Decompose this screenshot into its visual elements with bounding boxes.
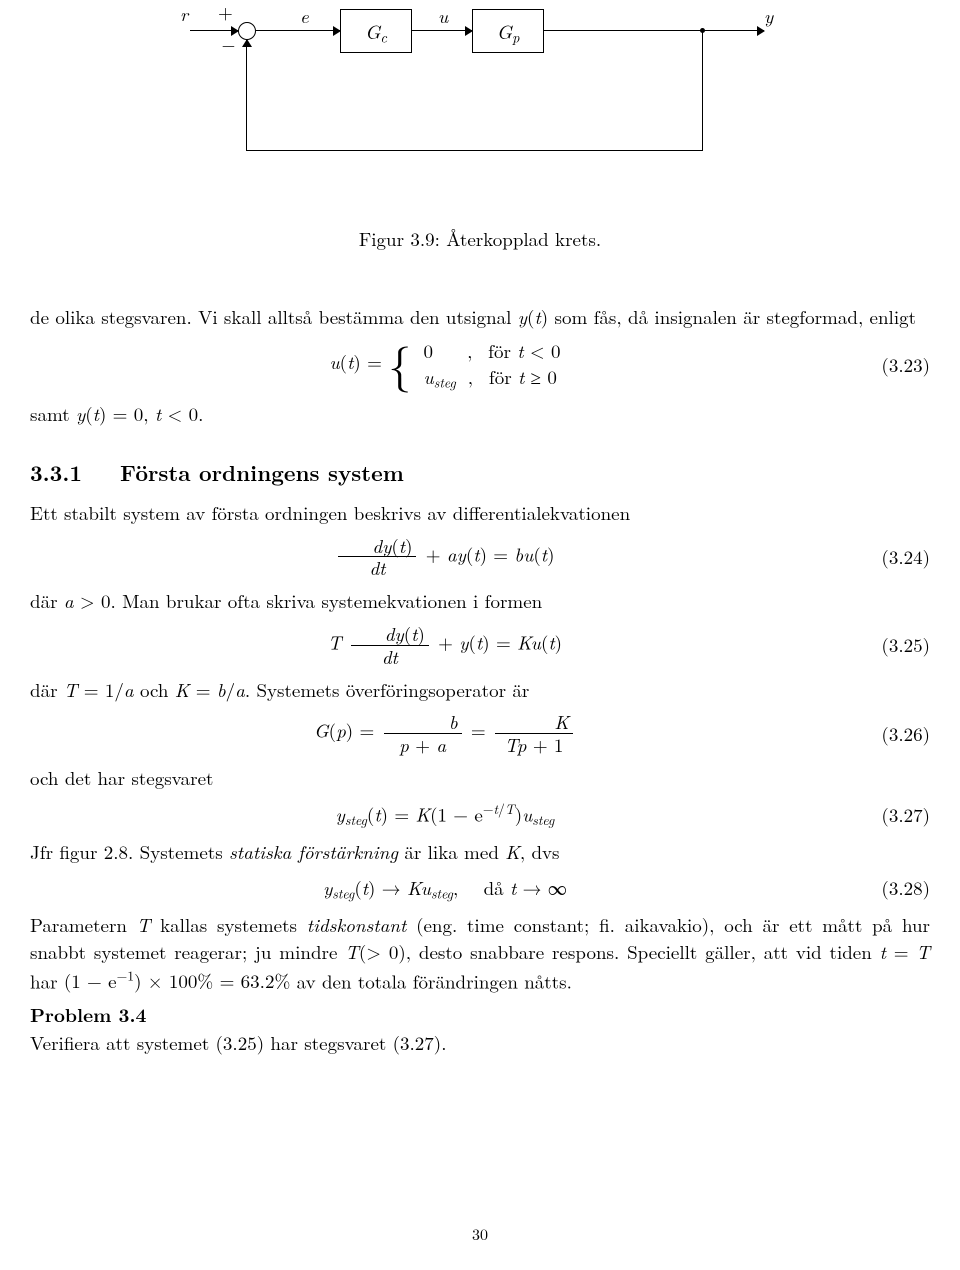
fb-left: [246, 150, 703, 151]
arrow-e: [256, 30, 340, 31]
figure-caption: Figur 3.9: Återkopplad krets.: [30, 225, 930, 253]
label-G1: G: [365, 16, 380, 45]
fb-down: [702, 30, 703, 150]
eq-327: ysteg(t) = K(1 − e−t/T)usteg (3.27): [30, 799, 930, 830]
para-steg: och det har stegsvaret: [30, 764, 930, 792]
label-plus: +: [218, 0, 233, 26]
label-Gp-sub: p: [512, 28, 519, 48]
para-a0: där a > 0. Man brukar ofta skriva system…: [30, 587, 930, 615]
problem-heading: Problem 3.4 Verifiera att systemet (3.25…: [30, 1001, 930, 1056]
block-gc: Gc: [340, 9, 412, 53]
label-minus: −: [220, 30, 235, 58]
eq-328: ysteg(t) → Kusteg, då t → ∞ (3.28): [30, 874, 930, 903]
sum-node: [238, 22, 256, 40]
para-jfr: Jfr figur 2.8. Systemets statiska förstä…: [30, 838, 930, 866]
para-intro: de olika stegsvaren. Vi skall alltså bes…: [30, 303, 930, 331]
para-param: Parametern T kallas systemets tidskonsta…: [30, 911, 930, 995]
label-G2: G: [497, 16, 512, 45]
arrow-u: [412, 30, 472, 31]
label-u: u: [438, 2, 448, 30]
label-y: y: [764, 2, 773, 30]
section-heading: 3.3.1 Första ordningens system: [30, 457, 930, 489]
arrow-y: [544, 30, 764, 31]
block-diagram: r + − e Gc u Gp y: [180, 0, 780, 160]
fb-up: [246, 40, 247, 151]
eq-326: G(p) = b p + a = K Tp + 1 (3.26): [30, 711, 930, 756]
label-e: e: [300, 2, 309, 30]
label-Gc-sub: c: [380, 28, 387, 48]
eq-323: u(t) = { 0, för t < 0 usteg, för t ≥ 0 (…: [30, 338, 930, 392]
para-T: där T = 1/a och K = b/a. Systemets överf…: [30, 676, 930, 704]
block-gp: Gp: [472, 9, 544, 53]
label-r: r: [180, 0, 188, 28]
para-samt: samt y(t) = 0, t < 0.: [30, 400, 930, 428]
para-stab: Ett stabilt system av första ordningen b…: [30, 499, 930, 527]
eq-325: T dy(t) dt + y(t) = Ku(t) (3.25): [30, 623, 930, 668]
eq-324: dy(t) dt + ay(t) = bu(t) (3.24): [30, 535, 930, 580]
page-number: 30: [0, 1222, 960, 1245]
